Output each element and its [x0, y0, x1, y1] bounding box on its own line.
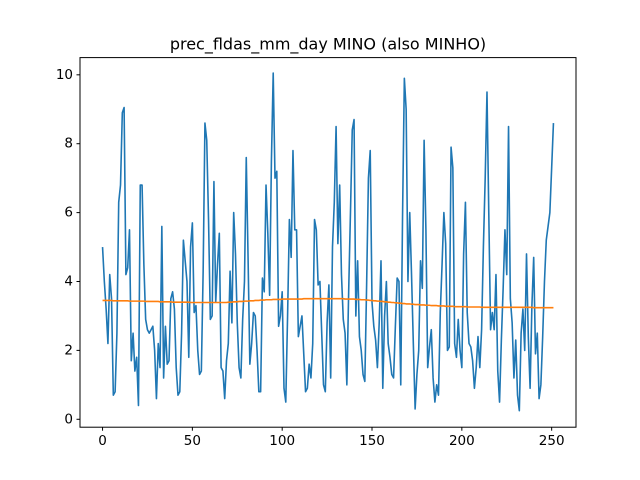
x-tick-label: 50 — [184, 433, 201, 449]
y-tick-label: 8 — [64, 136, 73, 152]
x-tick-label: 250 — [539, 433, 565, 449]
x-tick-label: 100 — [269, 433, 295, 449]
data-line — [101, 72, 555, 412]
y-tick-label: 6 — [64, 205, 73, 221]
y-tick-label: 0 — [64, 411, 73, 427]
y-tick-label: 10 — [56, 67, 73, 83]
x-tick-label: 0 — [98, 433, 107, 449]
plot-frame — [79, 57, 577, 428]
x-tick-label: 150 — [359, 433, 385, 449]
chart-title: prec_fldas_mm_day MINO (also MINHO) — [170, 35, 486, 55]
x-tick-label: 200 — [449, 433, 475, 449]
y-tick-label: 4 — [64, 273, 73, 289]
y-tick-label: 2 — [64, 342, 73, 358]
data-line — [102, 297, 554, 309]
